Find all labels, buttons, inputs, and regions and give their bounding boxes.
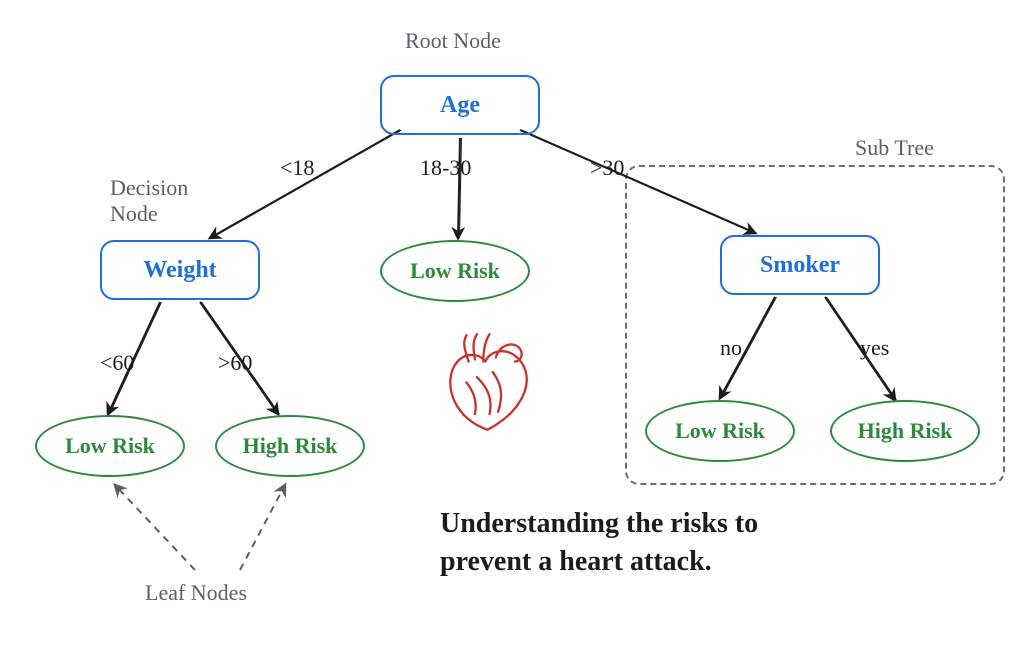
decision-node-smoker: Smoker — [720, 235, 880, 295]
leaf-label: High Risk — [243, 433, 338, 459]
edge-label: <60 — [100, 350, 134, 376]
leaf-pointer — [115, 485, 195, 570]
caption-text: Understanding the risks to prevent a hea… — [440, 505, 758, 581]
node-label: Weight — [143, 257, 216, 284]
edge-label: yes — [860, 335, 889, 361]
annotation-decision-node: Decision Node — [110, 175, 188, 227]
leaf-label: High Risk — [858, 418, 953, 444]
leaf-label: Low Risk — [65, 433, 155, 459]
edge-label: <18 — [280, 155, 314, 181]
node-label: Smoker — [760, 252, 840, 279]
edge-line — [460, 138, 462, 238]
decision-node-weight: Weight — [100, 240, 260, 300]
annotation-sub-tree: Sub Tree — [855, 135, 934, 161]
edge-line — [458, 138, 460, 238]
node-label: Age — [440, 92, 480, 119]
edge-line — [212, 130, 402, 238]
leaf-label: Low Risk — [410, 258, 500, 284]
leaf-low-risk-smoker: Low Risk — [645, 400, 795, 462]
leaf-low-risk-weight: Low Risk — [35, 415, 185, 477]
edge-line — [210, 130, 400, 238]
root-node-age: Age — [380, 75, 540, 135]
leaf-high-risk-weight: High Risk — [215, 415, 365, 477]
edge-label: >30 — [590, 155, 624, 181]
leaf-pointer — [240, 485, 285, 570]
edge-label: 18-30 — [420, 155, 471, 181]
annotation-root-node: Root Node — [405, 28, 501, 54]
edge-label: >60 — [218, 350, 252, 376]
edge-label: no — [720, 335, 742, 361]
annotation-leaf-nodes: Leaf Nodes — [145, 580, 247, 606]
heart-icon — [450, 334, 526, 430]
leaf-label: Low Risk — [675, 418, 765, 444]
leaf-high-risk-smoker: High Risk — [830, 400, 980, 462]
leaf-low-risk-mid: Low Risk — [380, 240, 530, 302]
